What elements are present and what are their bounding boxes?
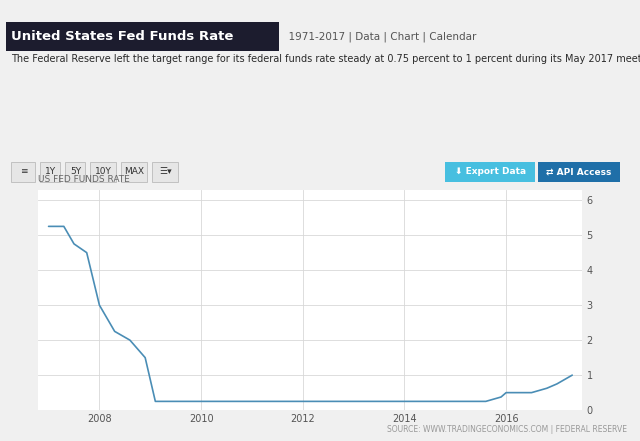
Bar: [12, 162, 35, 182]
Text: ☰▾: ☰▾: [159, 168, 172, 176]
Text: 10Y: 10Y: [95, 168, 111, 176]
Bar: [65, 162, 85, 182]
Text: 1Y: 1Y: [45, 168, 56, 176]
Text: ≡: ≡: [20, 168, 27, 176]
Text: ⬇ Export Data: ⬇ Export Data: [455, 168, 526, 176]
Bar: [445, 162, 535, 182]
Bar: [152, 162, 179, 182]
Text: MAX: MAX: [124, 168, 144, 176]
Bar: [120, 162, 147, 182]
Text: US FED FUNDS RATE: US FED FUNDS RATE: [38, 175, 130, 184]
Text: ⇄ API Access: ⇄ API Access: [547, 168, 612, 176]
Text: 5Y: 5Y: [70, 168, 81, 176]
Bar: [90, 162, 116, 182]
Bar: [6, 22, 279, 51]
Bar: [40, 162, 60, 182]
Text: SOURCE: WWW.TRADINGECONOMICS.COM | FEDERAL RESERVE: SOURCE: WWW.TRADINGECONOMICS.COM | FEDER…: [387, 426, 627, 434]
Text: The Federal Reserve left the target range for its federal funds rate steady at 0: The Federal Reserve left the target rang…: [12, 54, 640, 64]
Bar: [538, 162, 620, 182]
Text: 1971-2017 | Data | Chart | Calendar: 1971-2017 | Data | Chart | Calendar: [282, 31, 477, 41]
Text: United States Fed Funds Rate: United States Fed Funds Rate: [11, 30, 233, 43]
